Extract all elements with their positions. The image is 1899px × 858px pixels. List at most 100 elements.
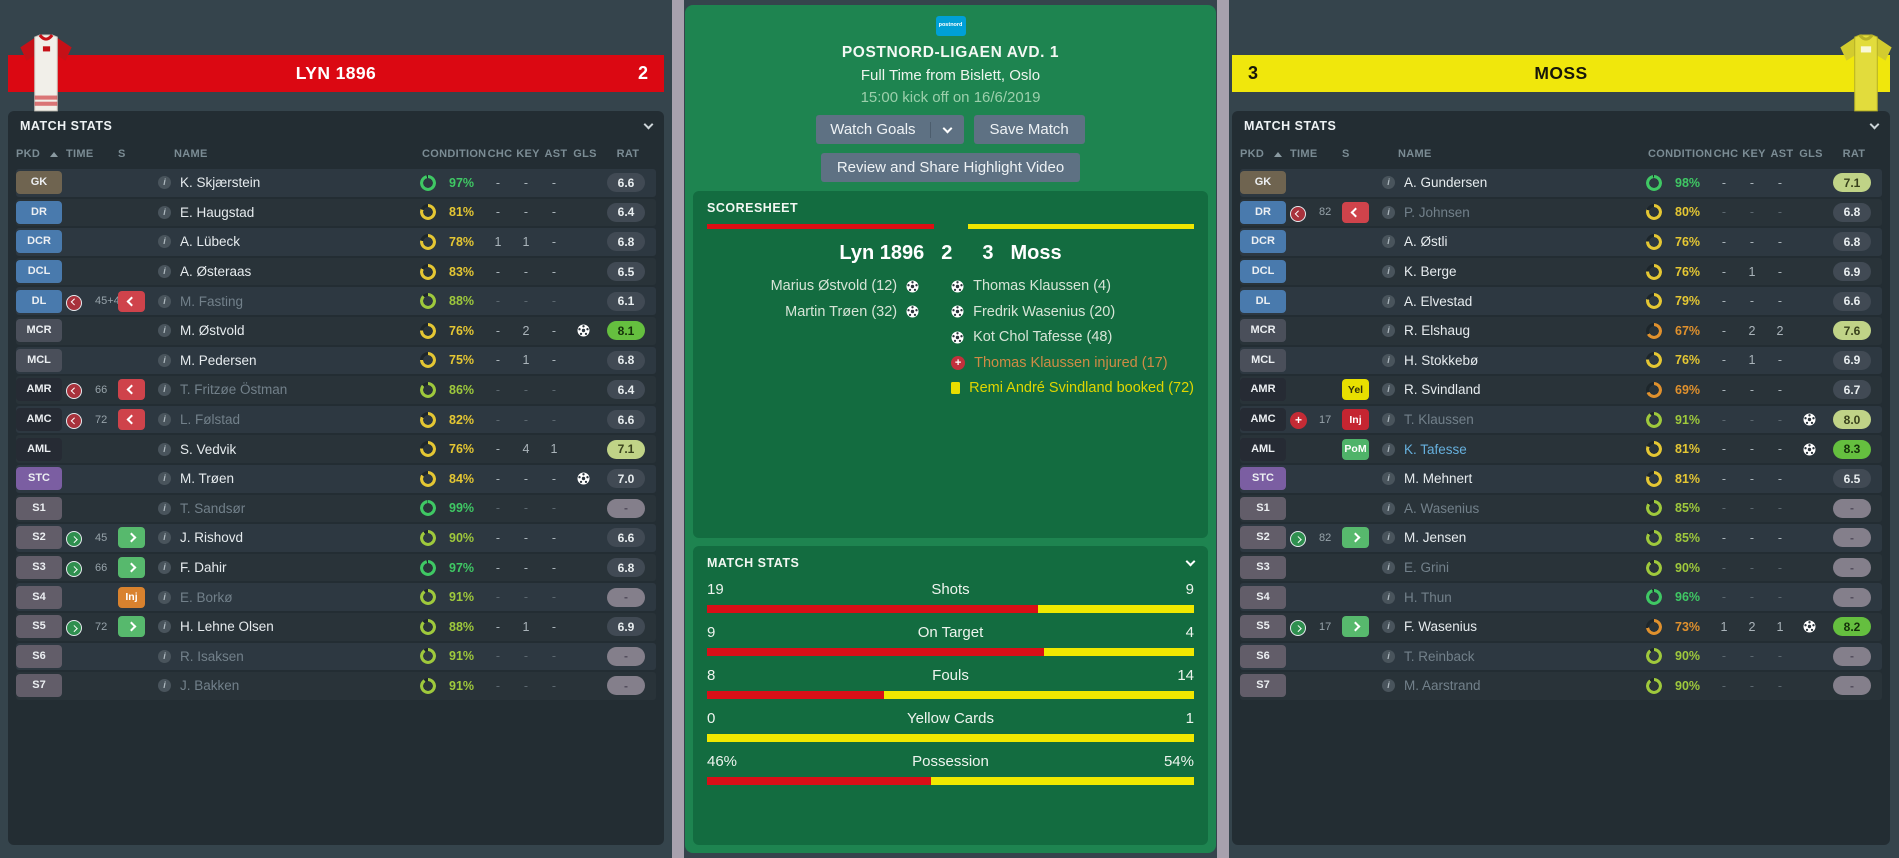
info-icon[interactable]: i xyxy=(1382,620,1395,634)
player-name[interactable]: A. Wasenius xyxy=(1404,500,1480,516)
player-row-home-s4[interactable]: S4 Inj i E. Borkø 91% - - - - xyxy=(16,583,656,611)
info-icon[interactable]: i xyxy=(1382,265,1395,279)
info-icon[interactable]: i xyxy=(1382,590,1395,604)
collapse-chevron-icon[interactable] xyxy=(1185,556,1196,567)
column-header-condition[interactable]: CONDITION xyxy=(422,148,487,160)
info-icon[interactable]: i xyxy=(1382,649,1395,663)
player-row-home-mcl[interactable]: MCL i M. Pedersen 75% - 1 - 6.8 xyxy=(16,346,656,375)
player-name[interactable]: K. Skjærstein xyxy=(180,175,261,191)
home-panel-header[interactable]: MATCH STATS xyxy=(16,111,656,141)
player-row-home-dr[interactable]: DR i E. Haugstad 81% - - - 6.4 xyxy=(16,198,656,227)
column-header-s[interactable]: S xyxy=(118,148,126,160)
info-icon[interactable]: i xyxy=(158,294,171,308)
player-row-home-s6[interactable]: S6 i R. Isaksen 91% - - - - xyxy=(16,642,656,671)
info-icon[interactable]: i xyxy=(158,620,171,634)
info-icon[interactable]: i xyxy=(158,265,171,279)
player-name[interactable]: J. Rishovd xyxy=(180,530,244,546)
player-name[interactable]: K. Tafesse xyxy=(1404,441,1467,457)
left-scrollbar[interactable] xyxy=(672,0,684,858)
player-name[interactable]: F. Wasenius xyxy=(1404,619,1478,635)
player-row-home-s7[interactable]: S7 i J. Bakken 91% - - - - xyxy=(16,672,656,700)
player-row-away-s7[interactable]: S7 i M. Aarstrand 90% - - - - xyxy=(1240,672,1882,700)
info-icon[interactable]: i xyxy=(158,531,171,545)
column-header-key[interactable]: KEY xyxy=(1742,148,1766,160)
player-name[interactable]: A. Lübeck xyxy=(180,234,241,250)
player-name[interactable]: R. Svindland xyxy=(1404,382,1481,398)
player-name[interactable]: L. Følstad xyxy=(180,412,241,428)
column-header-gls[interactable]: GLS xyxy=(1799,148,1823,160)
player-row-away-dcl[interactable]: DCL i K. Berge 76% - 1 - 6.9 xyxy=(1240,257,1882,286)
player-name[interactable]: R. Isaksen xyxy=(180,648,244,664)
info-icon[interactable]: i xyxy=(1382,205,1395,219)
info-icon[interactable]: i xyxy=(1382,531,1395,545)
player-row-away-dl[interactable]: DL i A. Elvestad 79% - - - 6.6 xyxy=(1240,287,1882,315)
player-name[interactable]: M. Jensen xyxy=(1404,530,1467,546)
player-name[interactable]: M. Trøen xyxy=(180,471,235,487)
collapse-chevron-icon[interactable] xyxy=(1869,119,1880,130)
player-row-home-stc[interactable]: STC i M. Trøen 84% - - - 7.0 xyxy=(16,464,656,493)
column-header-s[interactable]: S xyxy=(1342,148,1350,160)
player-row-home-dcl[interactable]: DCL i A. Østeraas 83% - - - 6.5 xyxy=(16,257,656,286)
player-row-away-stc[interactable]: STC i M. Mehnert 81% - - - 6.5 xyxy=(1240,464,1882,493)
info-icon[interactable]: i xyxy=(158,383,171,397)
info-icon[interactable]: i xyxy=(1382,501,1395,515)
player-name[interactable]: A. Gundersen xyxy=(1404,175,1488,191)
info-icon[interactable]: i xyxy=(1382,176,1395,190)
info-icon[interactable]: i xyxy=(1382,324,1395,338)
player-row-home-amr[interactable]: AMR 66 i T. Fritzøe Östman 86% - - - 6.4 xyxy=(16,376,656,404)
player-name[interactable]: F. Dahir xyxy=(180,560,227,576)
player-name[interactable]: T. Klaussen xyxy=(1404,412,1474,428)
player-name[interactable]: H. Thun xyxy=(1404,589,1452,605)
player-row-home-s1[interactable]: S1 i T. Sandsør 99% - - - - xyxy=(16,494,656,523)
column-header-pkd[interactable]: PKD xyxy=(1240,148,1290,160)
player-row-home-amc[interactable]: AMC 72 i L. Følstad 82% - - - 6.6 xyxy=(16,405,656,434)
player-row-home-mcr[interactable]: MCR i M. Østvold 76% - 2 - 8.1 xyxy=(16,316,656,345)
player-row-away-gk[interactable]: GK i A. Gundersen 98% - - - 7.1 xyxy=(1240,169,1882,197)
column-header-name[interactable]: NAME xyxy=(174,148,208,160)
player-name[interactable]: R. Elshaug xyxy=(1404,323,1471,339)
watch-goals-dropdown[interactable] xyxy=(929,121,964,138)
player-row-home-aml[interactable]: AML i S. Vedvik 76% - 4 1 7.1 xyxy=(16,435,656,463)
player-row-home-s5[interactable]: S5 72 i H. Lehne Olsen 88% - 1 - 6.9 xyxy=(16,612,656,641)
info-icon[interactable]: i xyxy=(158,472,171,486)
info-icon[interactable]: i xyxy=(158,205,171,219)
info-icon[interactable]: i xyxy=(1382,353,1395,367)
player-row-home-s2[interactable]: S2 45 i J. Rishovd 90% - - - 6.6 xyxy=(16,524,656,552)
player-name[interactable]: M. Fasting xyxy=(180,293,244,309)
away-panel-header[interactable]: MATCH STATS xyxy=(1240,111,1882,141)
player-name[interactable]: E. Borkø xyxy=(180,589,233,605)
collapse-chevron-icon[interactable] xyxy=(643,119,654,130)
player-row-home-dcr[interactable]: DCR i A. Lübeck 78% 1 1 - 6.8 xyxy=(16,228,656,256)
column-header-ast[interactable]: AST xyxy=(1770,148,1794,160)
player-name[interactable]: P. Johnsen xyxy=(1404,204,1470,220)
column-header-name[interactable]: NAME xyxy=(1398,148,1432,160)
info-icon[interactable]: i xyxy=(158,561,171,575)
info-icon[interactable]: i xyxy=(1382,413,1395,427)
info-icon[interactable]: i xyxy=(1382,561,1395,575)
player-row-away-amr[interactable]: AMR Yel i R. Svindland 69% - - - 6.7 xyxy=(1240,376,1882,404)
info-icon[interactable]: i xyxy=(1382,472,1395,486)
player-row-away-mcr[interactable]: MCR i R. Elshaug 67% - 2 2 7.6 xyxy=(1240,316,1882,345)
right-scrollbar[interactable] xyxy=(1217,0,1229,858)
player-name[interactable]: A. Elvestad xyxy=(1404,293,1473,309)
save-match-button[interactable]: Save Match xyxy=(973,115,1085,144)
player-name[interactable]: K. Berge xyxy=(1404,264,1457,280)
info-icon[interactable]: i xyxy=(158,679,171,693)
player-name[interactable]: M. Østvold xyxy=(180,323,245,339)
info-icon[interactable]: i xyxy=(1382,294,1395,308)
column-header-time[interactable]: TIME xyxy=(1290,148,1318,160)
player-name[interactable]: J. Bakken xyxy=(180,678,240,694)
info-icon[interactable]: i xyxy=(158,235,171,249)
column-header-gls[interactable]: GLS xyxy=(573,148,597,160)
player-name[interactable]: T. Reinback xyxy=(1404,648,1475,664)
column-header-key[interactable]: KEY xyxy=(516,148,540,160)
column-header-condition[interactable]: CONDITION xyxy=(1648,148,1713,160)
info-icon[interactable]: i xyxy=(1382,383,1395,397)
player-row-away-aml[interactable]: AML PoM i K. Tafesse 81% - - - 8.3 xyxy=(1240,435,1882,463)
column-header-time[interactable]: TIME xyxy=(66,148,94,160)
player-name[interactable]: A. Østli xyxy=(1404,234,1448,250)
player-name[interactable]: S. Vedvik xyxy=(180,441,237,457)
player-name[interactable]: H. Stokkebø xyxy=(1404,352,1479,368)
player-row-away-amc[interactable]: AMC +17 Inj i T. Klaussen 91% - - - 8.0 xyxy=(1240,405,1882,434)
column-header-chc[interactable]: CHC xyxy=(487,148,513,160)
